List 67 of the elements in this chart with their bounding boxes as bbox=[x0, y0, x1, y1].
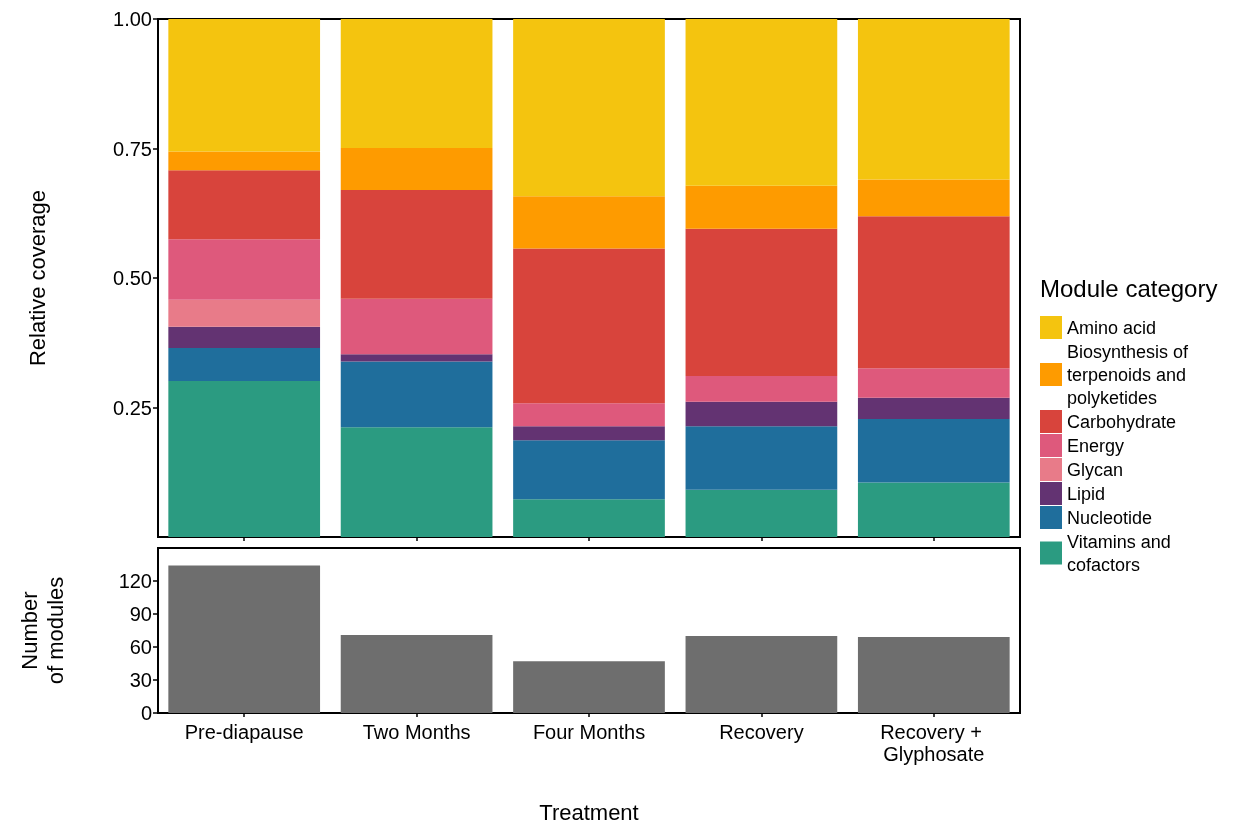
bar bbox=[857, 19, 1010, 180]
bar bbox=[685, 401, 838, 427]
y-tick-label: 0.50 bbox=[113, 267, 152, 289]
bar bbox=[685, 375, 838, 402]
bar bbox=[340, 147, 493, 190]
legend-title: Module category bbox=[1040, 274, 1218, 302]
bar bbox=[513, 426, 665, 441]
bar bbox=[685, 228, 838, 376]
y-axis-title: Relative coverage bbox=[24, 189, 50, 367]
bar bbox=[340, 354, 493, 362]
bar bbox=[513, 196, 665, 249]
bar bbox=[685, 489, 838, 537]
legend-label: Lipid bbox=[1067, 483, 1106, 504]
bar bbox=[857, 216, 1010, 369]
y-tick-label: 0.75 bbox=[113, 137, 152, 160]
bar bbox=[685, 636, 838, 713]
y-tick-label: 60 bbox=[129, 636, 152, 658]
x-tick-label: Four Months bbox=[532, 721, 646, 743]
bar bbox=[513, 403, 665, 427]
y-tick-label: 120 bbox=[118, 570, 152, 592]
legend-label: Nucleotide bbox=[1067, 507, 1153, 528]
bar bbox=[340, 427, 493, 537]
bar bbox=[168, 347, 321, 382]
y-tick-label: 0 bbox=[140, 702, 152, 724]
bar bbox=[513, 19, 665, 197]
bar bbox=[685, 19, 838, 186]
bar bbox=[168, 170, 321, 240]
bar bbox=[168, 151, 321, 171]
bar bbox=[168, 299, 321, 327]
y-tick-label: 1.00 bbox=[113, 8, 152, 30]
bar bbox=[685, 185, 838, 229]
bar bbox=[168, 239, 321, 300]
bar bbox=[340, 361, 493, 428]
bar bbox=[857, 637, 1010, 713]
y-axis-title: Number of modules bbox=[16, 576, 68, 685]
x-tick-label: Recovery + Glyphosate bbox=[880, 721, 988, 765]
legend-label: Energy bbox=[1067, 435, 1125, 456]
bar bbox=[168, 565, 321, 713]
legend-label: Vitamins and cofactors bbox=[1067, 531, 1176, 575]
bar bbox=[513, 499, 665, 537]
bar bbox=[857, 482, 1010, 537]
bar bbox=[340, 298, 493, 355]
legend-label: Amino acid bbox=[1067, 317, 1157, 338]
bar bbox=[857, 179, 1010, 217]
bar bbox=[340, 189, 493, 299]
y-tick-label: 30 bbox=[129, 669, 152, 691]
x-tick-label: Recovery bbox=[719, 721, 804, 743]
legend-label: Carbohydrate bbox=[1067, 411, 1177, 432]
bar bbox=[857, 397, 1010, 419]
bar bbox=[168, 19, 321, 152]
y-tick-label: 90 bbox=[129, 603, 152, 625]
x-axis-title: Treatment bbox=[539, 799, 639, 825]
bar bbox=[513, 248, 665, 404]
bar bbox=[685, 426, 838, 490]
legend-label: Biosynthesis of terpenoids and polyketides bbox=[1067, 341, 1194, 408]
y-tick-label: 0.25 bbox=[113, 396, 152, 419]
bar bbox=[513, 661, 665, 713]
bar bbox=[340, 634, 493, 713]
bar bbox=[168, 381, 321, 537]
bar bbox=[513, 440, 665, 500]
bar bbox=[340, 19, 493, 148]
bar bbox=[857, 368, 1010, 398]
legend-label: Glycan bbox=[1067, 459, 1124, 480]
bar bbox=[168, 326, 321, 348]
x-tick-label: Pre-diapause bbox=[184, 721, 304, 743]
x-tick-label: Two Months bbox=[362, 721, 471, 743]
bar bbox=[857, 418, 1010, 483]
